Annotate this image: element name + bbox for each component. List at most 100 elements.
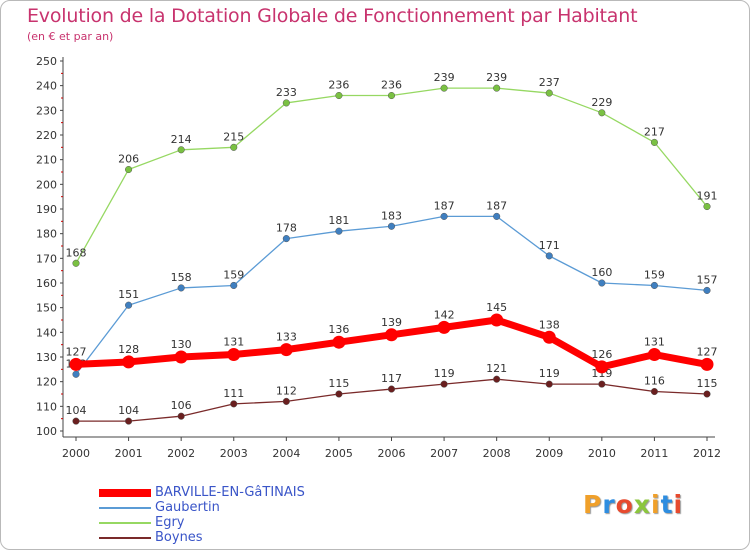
y-tick-label: 180 [36, 228, 57, 241]
x-tick-label: 2010 [588, 447, 616, 460]
data-label-barville-en-g-tinais: 127 [66, 345, 87, 358]
data-point-gaubertin [598, 279, 606, 287]
data-label-egry: 191 [697, 190, 718, 203]
data-label-gaubertin: 183 [381, 209, 402, 222]
data-point-egry [545, 89, 553, 97]
data-label-boynes: 121 [486, 362, 507, 375]
chart-title: Evolution de la Dotation Globale de Fonc… [27, 5, 638, 27]
data-label-gaubertin: 178 [276, 222, 297, 235]
data-point-gaubertin [230, 281, 238, 290]
y-tick-label: 170 [36, 252, 57, 265]
data-label-barville-en-g-tinais: 126 [591, 348, 612, 361]
y-tick-label: 250 [36, 55, 57, 68]
series-line-egry [75, 87, 708, 264]
data-point-gaubertin [650, 281, 658, 290]
data-point-barville-en-g-tinais [437, 320, 451, 334]
data-label-barville-en-g-tinais: 131 [223, 336, 244, 349]
data-point-gaubertin [387, 222, 396, 230]
chart-subtitle: (en € et par an) [27, 30, 114, 43]
data-point-barville-en-g-tinais [595, 360, 609, 374]
x-tick-label: 2006 [378, 447, 406, 460]
data-point-egry [650, 138, 658, 146]
x-tick-label: 2001 [115, 447, 143, 460]
data-label-egry: 214 [171, 133, 192, 146]
data-point-barville-en-g-tinais [69, 357, 83, 371]
data-point-boynes [545, 380, 553, 388]
data-label-gaubertin: 157 [697, 273, 718, 286]
y-tick-label: 220 [36, 129, 57, 142]
data-label-egry: 239 [486, 71, 507, 84]
data-point-gaubertin [440, 212, 448, 220]
data-label-barville-en-g-tinais: 138 [539, 318, 560, 331]
data-label-gaubertin: 181 [328, 214, 349, 227]
data-point-boynes [598, 380, 606, 388]
data-label-boynes: 115 [328, 377, 349, 390]
y-tick-label: 200 [36, 178, 57, 191]
data-point-egry [598, 109, 606, 117]
data-label-boynes: 106 [171, 399, 192, 412]
legend-swatch [99, 489, 151, 497]
data-label-barville-en-g-tinais: 127 [697, 345, 718, 358]
data-point-barville-en-g-tinais [227, 348, 241, 362]
y-tick-label: 210 [36, 154, 57, 167]
data-label-barville-en-g-tinais: 142 [434, 308, 455, 321]
data-point-barville-en-g-tinais [490, 313, 504, 327]
data-point-boynes [387, 385, 396, 393]
data-point-gaubertin [72, 370, 80, 378]
data-label-barville-en-g-tinais: 133 [276, 331, 297, 344]
data-label-barville-en-g-tinais: 131 [644, 336, 665, 349]
legend-item-boynes: Boynes [99, 530, 429, 545]
data-label-gaubertin: 187 [434, 199, 455, 212]
data-label-barville-en-g-tinais: 145 [486, 301, 507, 314]
data-point-gaubertin [177, 284, 185, 292]
data-label-egry: 236 [381, 79, 402, 92]
data-point-boynes [493, 375, 501, 383]
data-label-gaubertin: 159 [644, 268, 665, 281]
logo-letter: r [602, 490, 616, 519]
data-label-boynes: 111 [223, 387, 244, 400]
data-label-boynes: 119 [539, 367, 560, 380]
data-point-barville-en-g-tinais [647, 348, 661, 362]
data-point-egry [125, 165, 133, 174]
data-label-gaubertin: 187 [486, 199, 507, 212]
legend-swatch [99, 522, 151, 524]
logo-letter: x [633, 490, 651, 519]
x-tick-label: 2002 [167, 447, 195, 460]
y-tick-label: 100 [36, 425, 57, 438]
legend-label: BARVILLE-EN-GâTINAIS [155, 485, 305, 500]
data-point-gaubertin [703, 286, 711, 294]
data-point-egry [493, 84, 501, 92]
logo-letter: i [673, 490, 684, 519]
logo-letter: i [651, 490, 661, 519]
legend-item-gaubertin: Gaubertin [99, 500, 429, 515]
chart-legend: BARVILLE-EN-GâTINAIS Gaubertin Egry Boynes [99, 485, 429, 545]
x-tick-label: 2009 [535, 447, 563, 460]
legend-item-egry: Egry [99, 515, 429, 530]
data-point-barville-en-g-tinais [542, 330, 556, 344]
data-label-boynes: 115 [697, 377, 718, 390]
data-point-gaubertin [335, 227, 343, 235]
data-label-egry: 168 [66, 246, 87, 259]
data-label-gaubertin: 171 [539, 239, 560, 252]
data-point-gaubertin [125, 301, 133, 309]
data-label-egry: 236 [328, 79, 349, 92]
data-label-egry: 237 [539, 76, 560, 89]
data-point-gaubertin [282, 235, 290, 243]
data-point-barville-en-g-tinais [174, 350, 188, 364]
data-point-egry [282, 99, 290, 107]
proxiti-logo: Proxiti [583, 490, 683, 519]
data-point-boynes [72, 417, 80, 425]
data-point-boynes [650, 387, 658, 396]
data-label-boynes: 104 [66, 404, 87, 417]
data-point-barville-en-g-tinais [332, 335, 346, 349]
data-point-egry [230, 143, 238, 151]
data-label-boynes: 119 [434, 367, 455, 380]
data-point-barville-en-g-tinais [700, 357, 714, 371]
logo-letter: o [615, 490, 634, 519]
data-label-egry: 215 [223, 130, 244, 143]
data-point-boynes [282, 397, 290, 405]
data-label-egry: 233 [276, 86, 297, 99]
data-point-boynes [230, 400, 238, 408]
